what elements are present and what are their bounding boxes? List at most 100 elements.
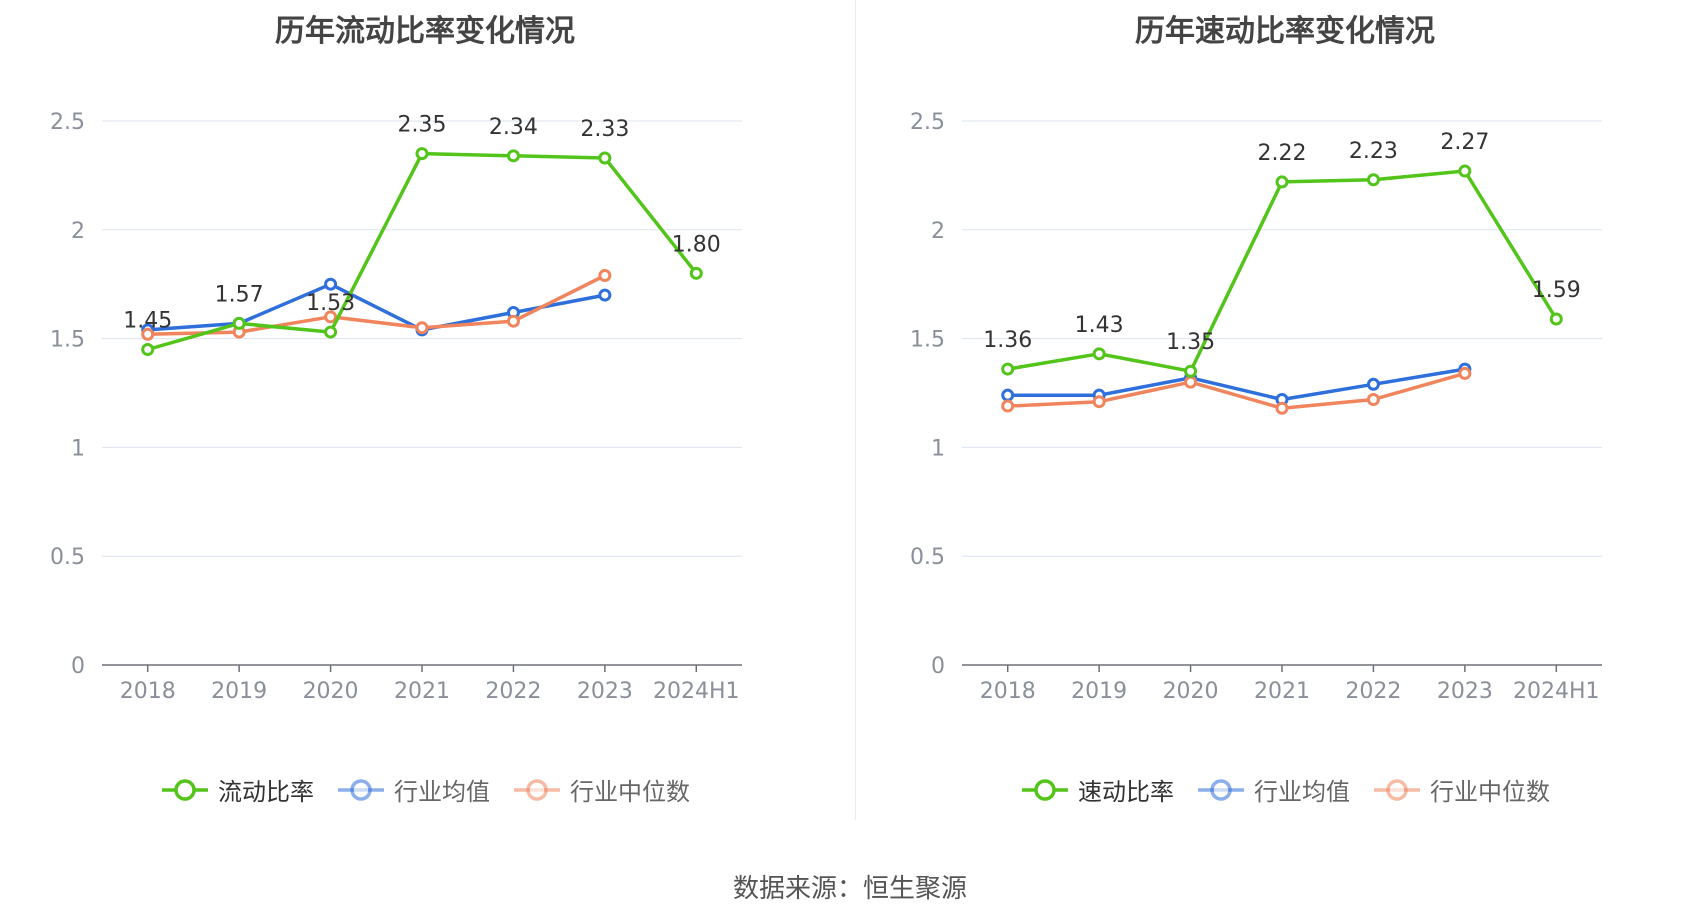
- legend-marker-icon: [1198, 778, 1244, 801]
- data-point: [1092, 395, 1106, 409]
- data-point: [324, 277, 338, 291]
- x-tick-label: 2019: [211, 679, 267, 704]
- legend-item[interactable]: 流动比率: [160, 772, 314, 807]
- legend-marker-icon: [514, 778, 560, 801]
- y-tick-label: 0.5: [50, 545, 85, 570]
- data-point: [1092, 347, 1106, 361]
- data-point: [1366, 173, 1380, 187]
- plot-area: 0 0.5 1 1.5 2 2.5 2018 2019 2020 2021 2022 2023 2024…: [910, 110, 1602, 704]
- x-tick-label: 2018: [120, 679, 176, 704]
- x-tick-label: 2021: [1254, 679, 1310, 704]
- y-tick-label: 1: [71, 436, 85, 461]
- legend: 速动比率 行业均值 行业中位数: [860, 772, 1700, 807]
- legend-marker-icon: [1374, 778, 1420, 801]
- y-tick-label: 1: [931, 436, 945, 461]
- data-point: [598, 288, 612, 302]
- chart-title: 历年流动比率变化情况: [275, 14, 575, 49]
- series-line: [1007, 169, 1558, 373]
- data-label: 1.35: [1166, 330, 1215, 355]
- legend: 流动比率 行业均值 行业中位数: [0, 772, 850, 807]
- legend-label: 行业中位数: [570, 778, 690, 806]
- series-line: [1007, 371, 1466, 410]
- data-label: 1.59: [1532, 278, 1581, 303]
- data-point: [415, 321, 429, 335]
- legend-item[interactable]: 行业均值: [336, 772, 490, 807]
- data-point: [1001, 399, 1015, 413]
- y-tick-label: 1.5: [50, 328, 85, 353]
- data-label: 1.53: [306, 291, 355, 316]
- data-point: [1458, 164, 1472, 178]
- data-point: [232, 316, 246, 330]
- x-tick-label: 2022: [485, 679, 541, 704]
- x-tick-label: 2020: [303, 679, 359, 704]
- data-label: 2.23: [1349, 139, 1398, 164]
- plot-area: 0 0.5 1 1.5 2 2.5 2018 2019 2020 2021 2022 2023 2024…: [50, 110, 742, 704]
- legend-circle: [1386, 778, 1408, 801]
- x-tick-label: 2020: [1163, 679, 1219, 704]
- legend-marker-icon: [162, 778, 208, 801]
- current-ratio-chart: 历年流动比率变化情况 0 0.5 1 1.5 2 2.5 2018 2019 2020 2021 2…: [0, 0, 850, 820]
- data-point: [1549, 312, 1563, 326]
- data-point: [324, 310, 338, 324]
- data-label: 1.80: [672, 232, 721, 257]
- series-line: [147, 282, 606, 332]
- quick-ratio-chart: 历年速动比率变化情况 0 0.5 1 1.5 2 2.5 2018 2019 2020 2021 2…: [860, 0, 1700, 820]
- data-point: [506, 314, 520, 328]
- data-point: [1458, 366, 1472, 380]
- x-tick-label: 2019: [1071, 679, 1127, 704]
- data-point: [324, 325, 338, 339]
- data-point: [689, 266, 703, 280]
- series-line: [147, 273, 606, 336]
- series-line: [1007, 367, 1466, 402]
- data-point: [1275, 401, 1289, 415]
- y-tick-label: 0.5: [910, 545, 945, 570]
- x-tick-label: 2023: [1437, 679, 1493, 704]
- data-point: [598, 151, 612, 165]
- legend-item[interactable]: 速动比率: [1020, 772, 1174, 807]
- legend-circle: [526, 778, 548, 801]
- y-tick-label: 0: [931, 654, 945, 679]
- legend-item[interactable]: 行业中位数: [1372, 772, 1550, 807]
- data-point: [1001, 388, 1015, 402]
- data-point: [1275, 175, 1289, 189]
- data-label: 2.34: [489, 115, 538, 140]
- legend-label: 速动比率: [1078, 778, 1174, 806]
- data-point: [141, 342, 155, 356]
- legend-marker-icon: [338, 778, 384, 801]
- panel-divider: [855, 0, 856, 820]
- legend-item[interactable]: 行业均值: [1196, 772, 1350, 807]
- chart-title: 历年速动比率变化情况: [1135, 14, 1435, 49]
- data-point: [598, 268, 612, 282]
- legend-circle: [350, 778, 372, 801]
- x-tick-label: 2023: [577, 679, 633, 704]
- legend-circle: [1210, 778, 1232, 801]
- legend-circle: [1034, 778, 1056, 801]
- data-label: 1.36: [983, 328, 1032, 353]
- data-label: 1.57: [215, 282, 264, 307]
- y-tick-label: 2.5: [50, 110, 85, 135]
- y-tick-label: 1.5: [910, 328, 945, 353]
- y-tick-label: 0: [71, 654, 85, 679]
- series-line: [147, 151, 698, 352]
- x-tick-label: 2021: [394, 679, 450, 704]
- y-tick-label: 2: [931, 219, 945, 244]
- data-label: 2.27: [1440, 130, 1489, 155]
- legend-label: 行业均值: [1254, 778, 1350, 806]
- data-label: 1.45: [123, 308, 172, 333]
- data-source-note: 数据来源：恒生聚源: [732, 874, 967, 904]
- legend-label: 行业均值: [394, 778, 490, 806]
- x-tick-label: 2022: [1345, 679, 1401, 704]
- data-point: [1001, 362, 1015, 376]
- x-tick-label: 2024H1: [1513, 679, 1600, 704]
- data-point: [1366, 393, 1380, 407]
- x-tick-label: 2018: [980, 679, 1036, 704]
- data-point: [141, 327, 155, 341]
- data-point: [1366, 377, 1380, 391]
- y-tick-label: 2.5: [910, 110, 945, 135]
- data-point: [1184, 364, 1198, 378]
- legend-marker-icon: [1022, 778, 1068, 801]
- legend-circle: [174, 778, 196, 801]
- data-label: 1.43: [1075, 313, 1124, 338]
- legend-label: 行业中位数: [1430, 778, 1550, 806]
- legend-item[interactable]: 行业中位数: [512, 772, 690, 807]
